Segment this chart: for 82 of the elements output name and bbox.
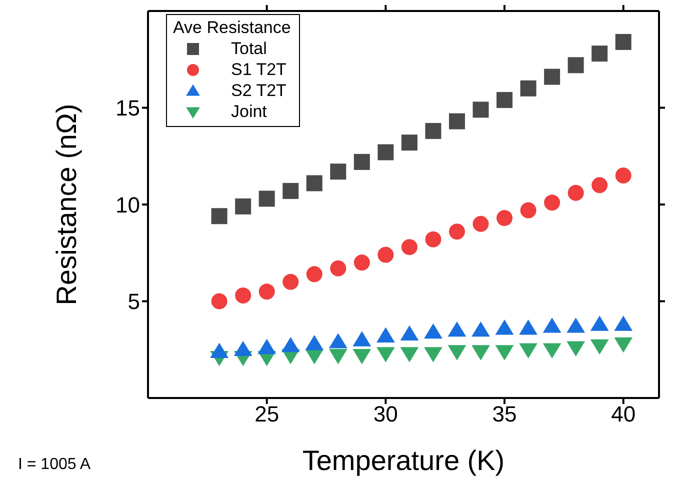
point xyxy=(495,320,514,335)
point xyxy=(330,260,346,276)
point xyxy=(378,246,394,263)
point xyxy=(472,216,489,232)
point xyxy=(592,177,608,194)
point xyxy=(354,254,370,271)
point xyxy=(425,231,442,248)
point xyxy=(352,331,372,346)
point xyxy=(330,164,346,180)
point xyxy=(400,325,419,341)
point xyxy=(568,184,584,201)
point xyxy=(472,345,490,360)
x-tick-label: 35 xyxy=(492,402,517,427)
legend-label: S1 T2T xyxy=(231,59,286,80)
point xyxy=(211,293,228,310)
point xyxy=(235,287,252,304)
point xyxy=(614,316,633,331)
point xyxy=(519,320,538,335)
point xyxy=(400,347,419,362)
point xyxy=(234,340,252,356)
point xyxy=(281,336,300,352)
point xyxy=(282,182,299,199)
point xyxy=(566,318,586,333)
text: I = 1005 A xyxy=(18,456,91,474)
point xyxy=(401,239,418,256)
point xyxy=(448,224,465,240)
point xyxy=(352,349,372,364)
point xyxy=(376,327,395,342)
point xyxy=(305,335,324,350)
legend-label: Joint xyxy=(231,101,267,122)
legend-label: Total xyxy=(231,38,267,59)
point xyxy=(376,347,395,362)
point xyxy=(211,208,228,224)
point xyxy=(592,46,608,62)
point xyxy=(235,198,252,214)
point xyxy=(472,321,490,337)
point xyxy=(210,342,228,358)
point xyxy=(590,316,609,331)
legend-title: Ave Resistance xyxy=(173,17,291,38)
point xyxy=(354,154,370,170)
point xyxy=(425,122,442,139)
y-tick-label: 5 xyxy=(128,289,140,314)
point xyxy=(615,167,632,184)
point xyxy=(542,343,562,358)
point xyxy=(496,92,513,108)
point xyxy=(258,338,276,354)
point xyxy=(424,323,442,339)
point xyxy=(258,190,275,207)
point xyxy=(496,210,513,226)
point xyxy=(615,34,632,50)
point xyxy=(519,343,538,358)
point xyxy=(328,349,348,364)
point xyxy=(306,175,322,192)
point xyxy=(520,202,536,218)
point xyxy=(424,347,442,362)
point xyxy=(520,80,536,96)
point xyxy=(401,134,418,151)
point xyxy=(448,345,466,360)
point xyxy=(542,318,562,333)
legend-label: S2 T2T xyxy=(231,80,286,101)
point xyxy=(544,194,560,211)
y-tick-label: 10 xyxy=(116,192,140,218)
y-axis-title: Resistance (nΩ) xyxy=(50,104,82,306)
point xyxy=(282,274,299,290)
point xyxy=(378,144,394,160)
point xyxy=(544,68,560,85)
y-tick-label: 15 xyxy=(116,96,140,121)
x-tick-label: 25 xyxy=(254,402,280,427)
point xyxy=(258,284,275,300)
point xyxy=(472,102,489,118)
point xyxy=(328,333,348,348)
x-tick-label: 40 xyxy=(611,402,636,427)
point xyxy=(566,341,586,356)
x-tick-label: 30 xyxy=(373,402,398,427)
point xyxy=(614,337,633,353)
point xyxy=(568,57,584,74)
point xyxy=(590,339,609,355)
point xyxy=(448,321,466,337)
point xyxy=(306,266,322,282)
point xyxy=(448,113,465,130)
x-axis-title: Temperature (K) xyxy=(302,445,505,476)
point xyxy=(495,345,514,360)
